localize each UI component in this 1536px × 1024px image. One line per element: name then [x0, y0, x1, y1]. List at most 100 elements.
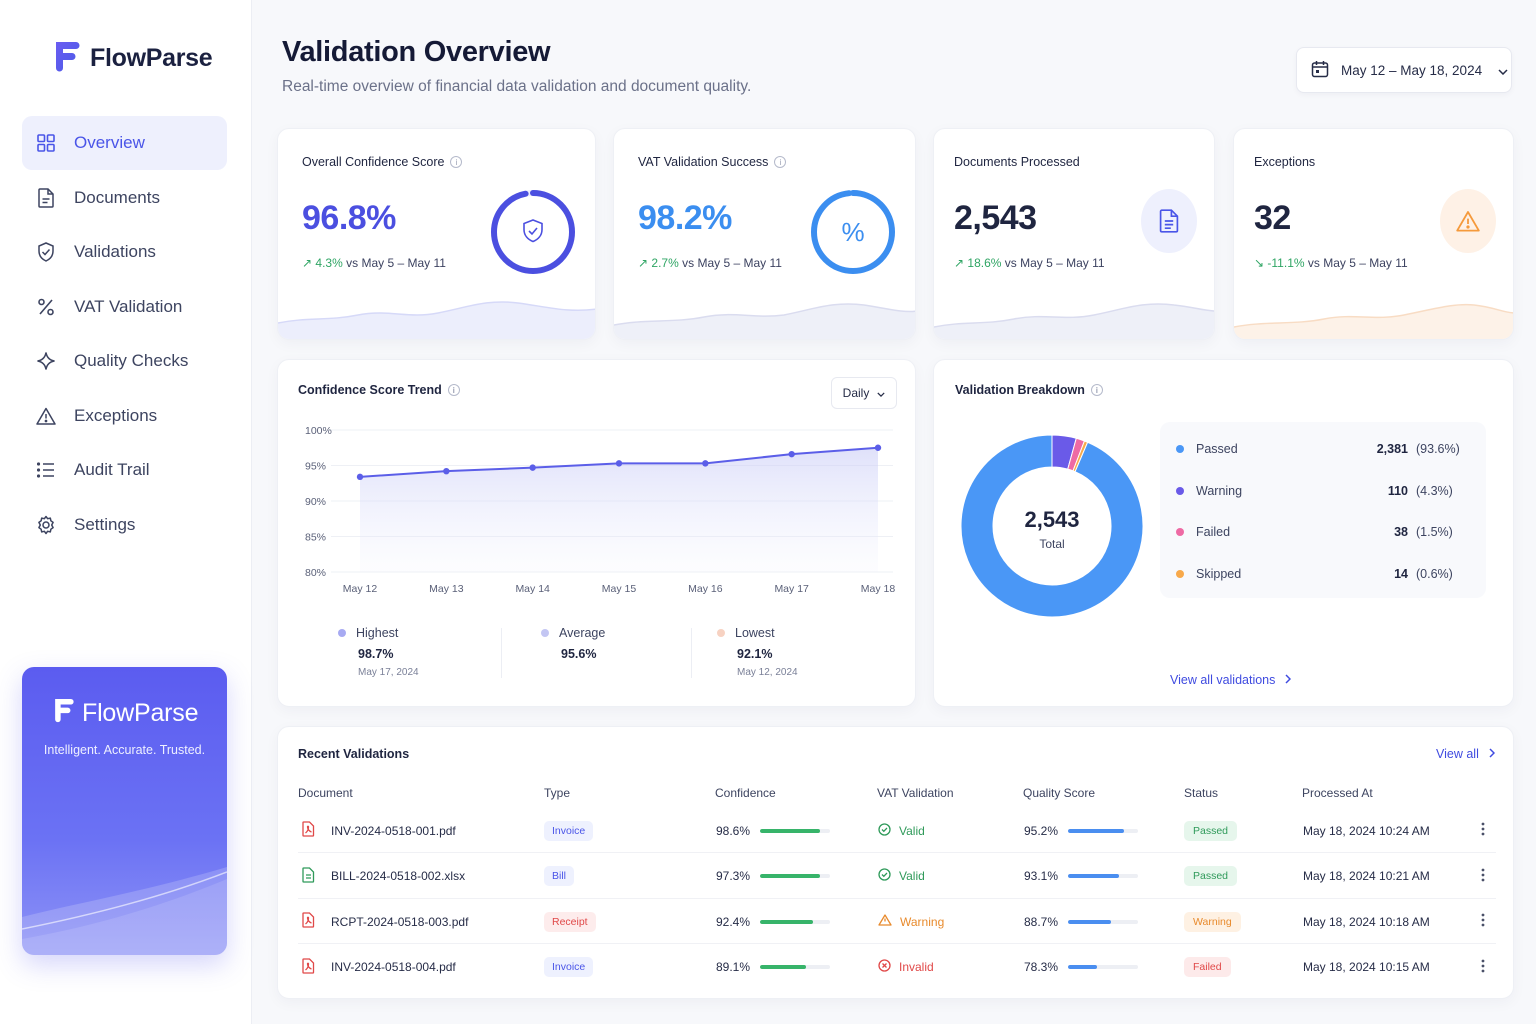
nav-label: Exceptions	[74, 405, 158, 425]
kpi-card-documents: Documents Processed 2,543 ↗ 18.6% vs May…	[933, 128, 1215, 340]
breakdown-legend: Passed 2,381 (93.6%) Warning 110 (4.3%) Fail…	[1160, 422, 1486, 598]
flowparse-logo-icon	[52, 38, 80, 79]
column-header[interactable]: Quality Score	[1023, 786, 1096, 800]
chevron-down-icon	[1498, 63, 1508, 78]
pdf-file-icon	[302, 912, 315, 931]
trend-up-icon: ↗	[302, 256, 313, 270]
shield-check-icon	[36, 242, 56, 262]
legend-row-passed: Passed 2,381 (93.6%)	[1176, 442, 1468, 456]
grid-icon	[36, 133, 56, 153]
sidebar: FlowParse Overview Documents Validations…	[0, 0, 252, 1024]
kpi-value: 32	[1254, 199, 1291, 237]
sparkline	[934, 303, 1214, 339]
x-tick-label: May 17	[774, 583, 809, 595]
type-badge: Bill	[544, 866, 575, 886]
divider	[691, 628, 692, 678]
document-icon	[1141, 189, 1197, 253]
sparkline	[1234, 303, 1513, 339]
nav-item-audit-trail[interactable]: Audit Trail	[22, 443, 227, 497]
type-badge: Invoice	[544, 957, 594, 977]
document-icon	[36, 187, 56, 208]
column-header[interactable]: Type	[544, 786, 571, 800]
row-menu-button[interactable]	[1481, 945, 1485, 990]
vat-ring: %	[811, 190, 895, 274]
data-point	[702, 460, 709, 467]
data-point	[874, 444, 882, 451]
legend-dot	[1176, 528, 1184, 536]
kpi-change: ↗ 4.3% vs May 5 – May 11	[302, 256, 446, 270]
percent-icon: %	[841, 217, 864, 247]
stat-lowest: Lowest 92.1% May 12, 2024	[717, 626, 798, 678]
document-cell[interactable]: RCPT-2024-0518-003.pdf	[302, 899, 468, 944]
period-dropdown[interactable]: Daily	[831, 377, 897, 409]
brand[interactable]: FlowParse	[52, 38, 213, 79]
nav-item-vat-validation[interactable]: VAT Validation	[22, 280, 227, 334]
confidence-bar	[760, 965, 831, 969]
vat-cell: Valid	[878, 808, 925, 853]
row-menu-button[interactable]	[1481, 899, 1485, 944]
nav-item-overview[interactable]: Overview	[22, 116, 227, 170]
nav-item-documents[interactable]: Documents	[22, 171, 227, 225]
status-badge: Passed	[1184, 820, 1238, 841]
processed-at: May 18, 2024 10:18 AM	[1303, 914, 1430, 929]
divider	[501, 628, 502, 678]
info-icon[interactable]: i	[1090, 384, 1103, 396]
check-circle-icon	[878, 822, 891, 839]
percent-icon	[36, 297, 56, 317]
x-tick-label: May 13	[429, 583, 464, 595]
data-point	[356, 473, 364, 481]
table-row[interactable]: RCPT-2024-0518-003.pdf Receipt 92.4% War…	[298, 899, 1496, 944]
column-header[interactable]: VAT Validation	[877, 786, 954, 800]
main-nav: Overview Documents Validations VAT Valid…	[22, 116, 227, 552]
x-tick-label: May 16	[688, 583, 723, 595]
table-row[interactable]: INV-2024-0518-001.pdf Invoice 98.6% Vali…	[298, 808, 1496, 853]
status-cell: Failed	[1184, 945, 1231, 990]
data-point	[615, 460, 623, 467]
legend-dot	[717, 629, 725, 637]
legend-dot	[1176, 487, 1184, 495]
document-cell[interactable]: BILL-2024-0518-002.xlsx	[302, 854, 465, 899]
trend-up-icon: ↗	[954, 256, 965, 270]
info-icon[interactable]: i	[774, 156, 787, 168]
data-point	[788, 450, 795, 458]
type-cell: Invoice	[544, 945, 594, 990]
info-icon[interactable]: i	[447, 384, 460, 396]
table-row[interactable]: BILL-2024-0518-002.xlsx Bill 97.3% Valid…	[298, 854, 1496, 899]
recent-validations-card: Recent Validations View all Document Typ…	[277, 726, 1514, 999]
view-all-validations-link[interactable]: View all validations	[1170, 673, 1292, 687]
section-title: Validation Breakdown	[955, 383, 1085, 397]
info-icon[interactable]: i	[450, 156, 463, 168]
y-tick-label: 100%	[305, 425, 332, 437]
column-header[interactable]: Status	[1184, 786, 1219, 800]
nav-item-validations[interactable]: Validations	[22, 225, 227, 279]
confidence-bar	[760, 919, 831, 924]
document-name: INV-2024-0518-001.pdf	[331, 823, 456, 838]
row-menu-button[interactable]	[1481, 808, 1485, 853]
nav-item-exceptions[interactable]: Exceptions	[22, 389, 227, 443]
row-menu-button[interactable]	[1481, 854, 1485, 899]
x-tick-label: May 12	[343, 583, 378, 595]
confidence-value: 89.1%	[716, 960, 751, 974]
kebab-menu-icon	[1481, 959, 1485, 976]
pdf-file-icon	[302, 821, 315, 840]
confidence-value: 97.3%	[716, 869, 751, 883]
document-cell[interactable]: INV-2024-0518-004.pdf	[302, 945, 456, 990]
date-range-picker[interactable]: May 12 – May 18, 2024	[1296, 47, 1512, 93]
trend-card: Confidence Score Trend i Daily 80% 85% 90% 9…	[277, 359, 916, 707]
nav-item-settings[interactable]: Settings	[22, 498, 227, 552]
column-header[interactable]: Document	[298, 786, 353, 800]
confidence-value: 98.6%	[716, 823, 751, 838]
document-cell[interactable]: INV-2024-0518-001.pdf	[302, 808, 456, 853]
quality-value: 93.1%	[1024, 869, 1059, 883]
y-tick-label: 95%	[305, 461, 326, 473]
sparkline	[614, 303, 915, 339]
view-all-link[interactable]: View all	[1436, 747, 1495, 761]
table-row[interactable]: INV-2024-0518-004.pdf Invoice 89.1% Inva…	[298, 945, 1496, 990]
flowparse-logo-icon	[52, 695, 74, 732]
column-header[interactable]: Confidence	[715, 786, 776, 800]
trend-up-icon: ↗	[638, 256, 649, 270]
calendar-icon	[1311, 60, 1329, 81]
processed-at: May 18, 2024 10:15 AM	[1303, 960, 1430, 974]
column-header[interactable]: Processed At	[1302, 786, 1373, 800]
nav-item-quality-checks[interactable]: Quality Checks	[22, 334, 227, 388]
